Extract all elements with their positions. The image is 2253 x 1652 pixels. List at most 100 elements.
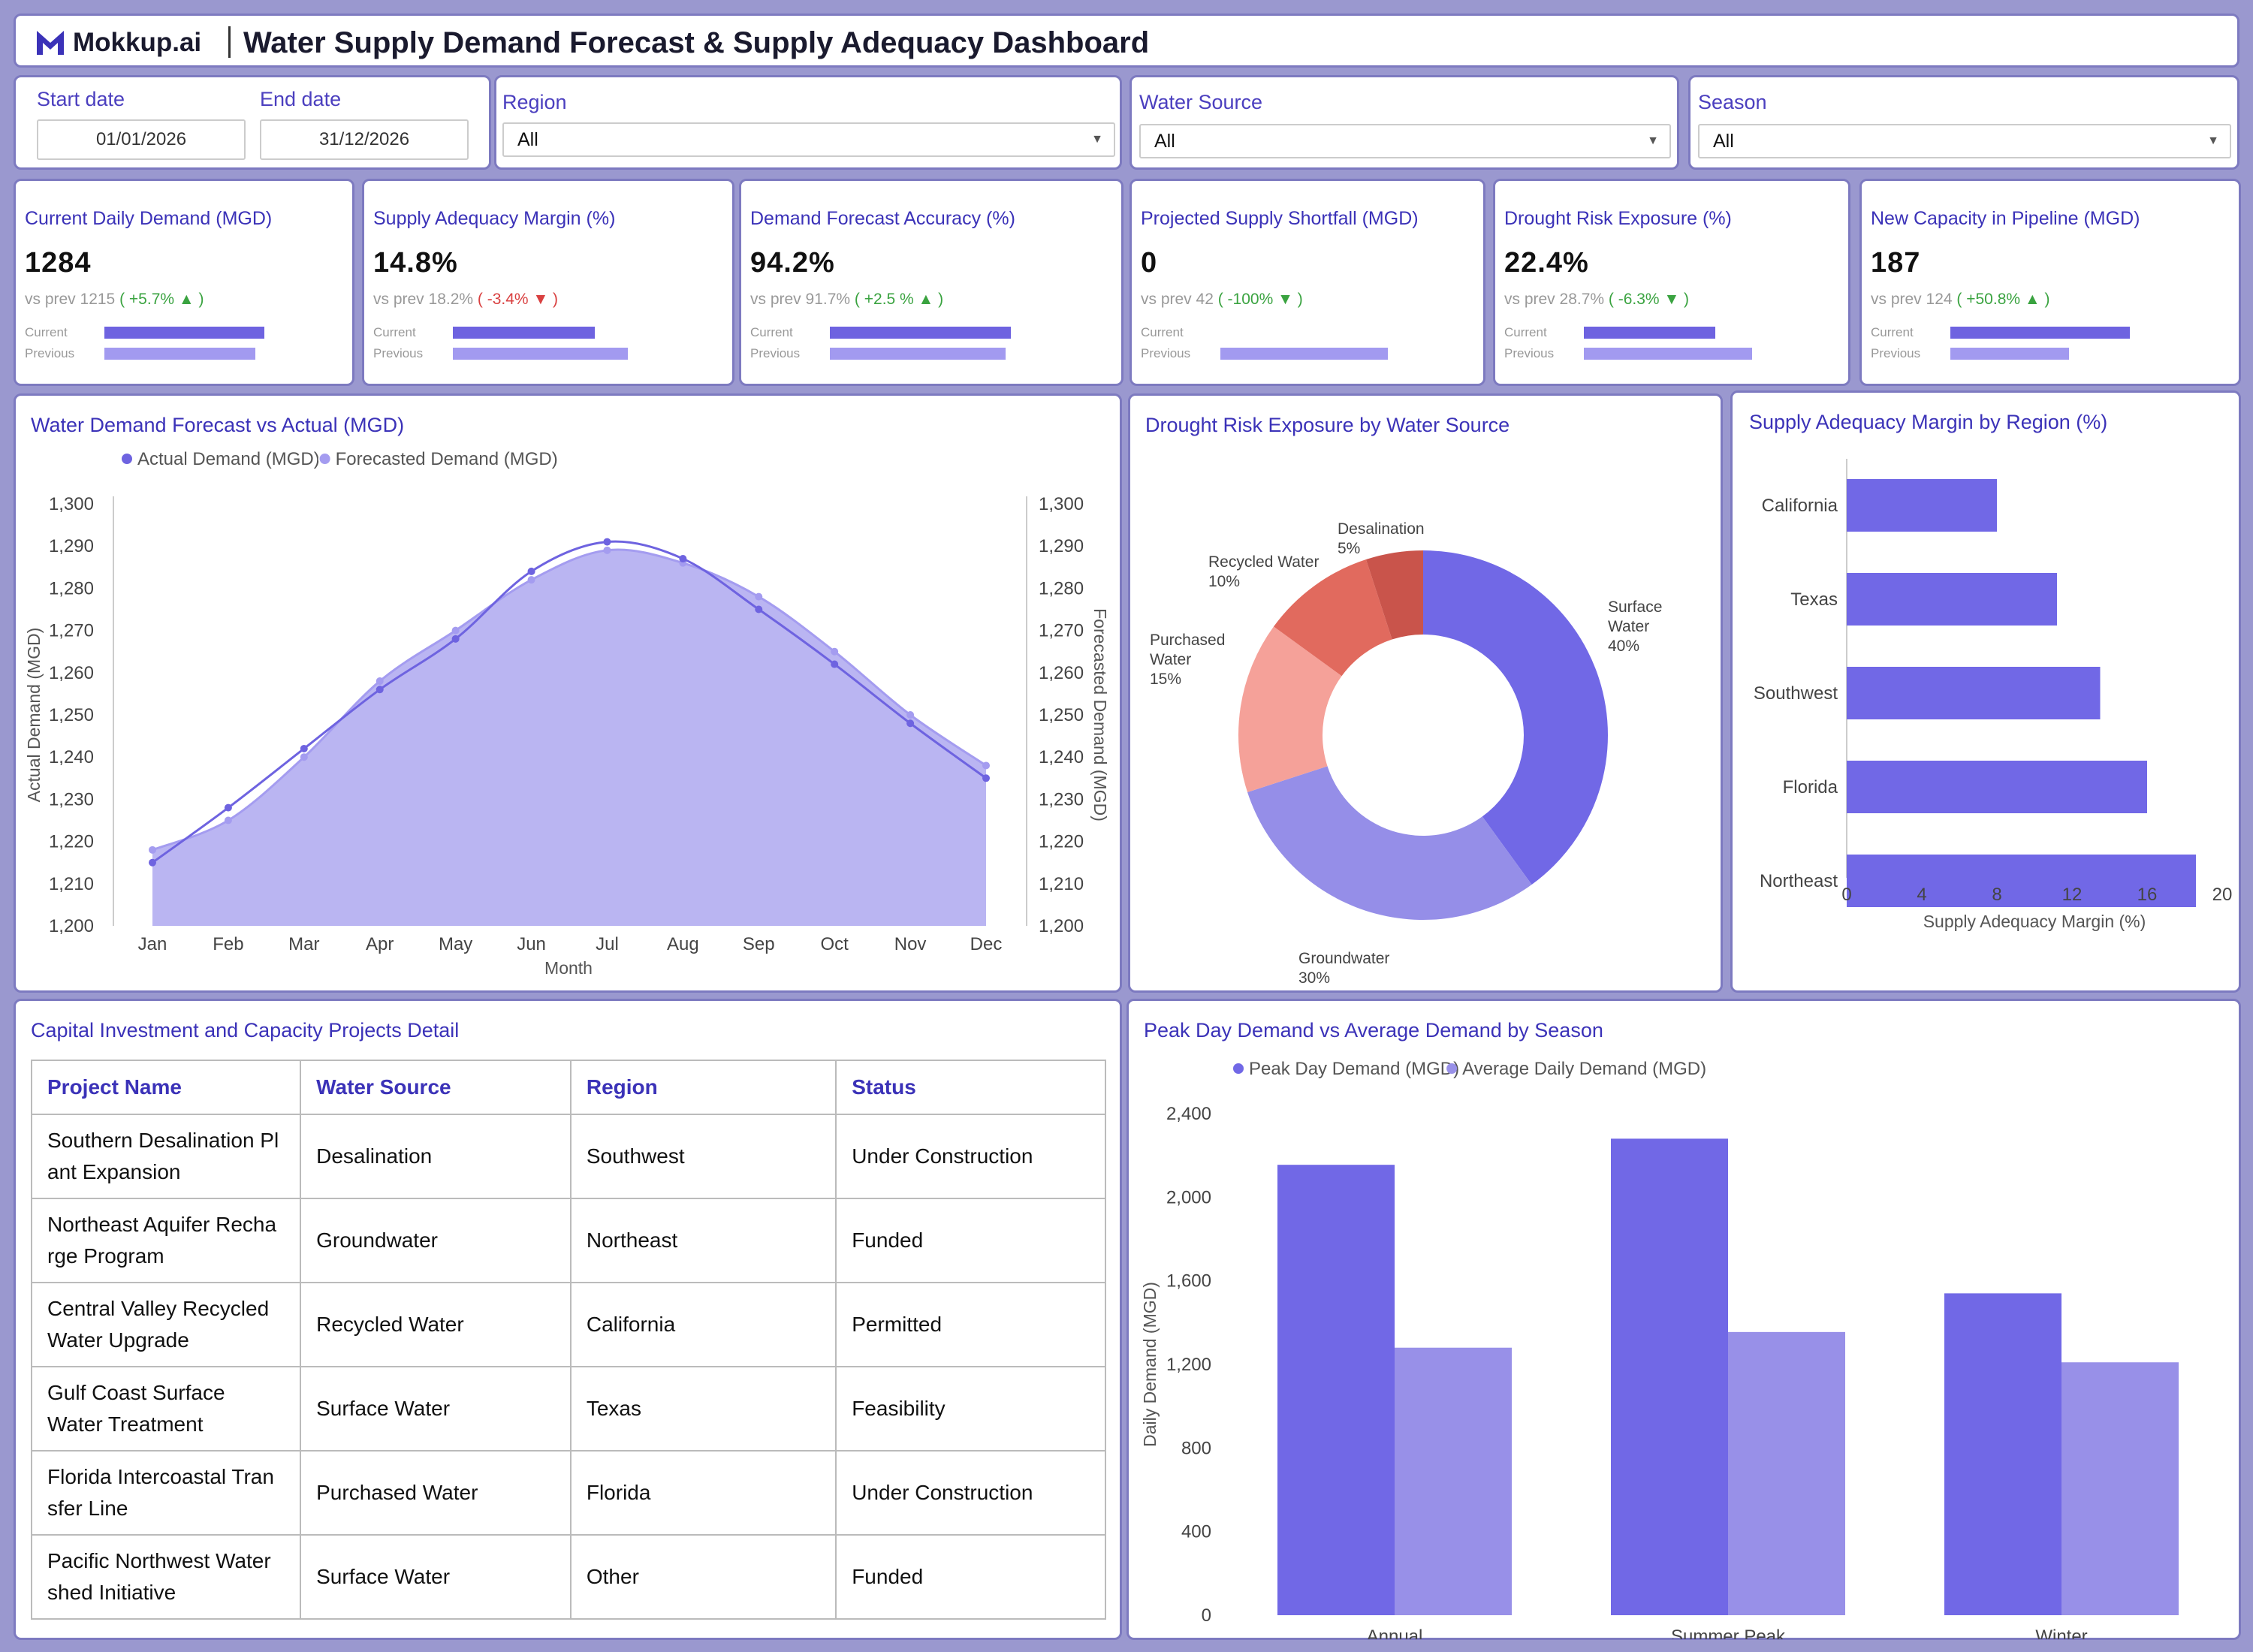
kpi-change: ( +5.7% ▲ ) xyxy=(119,291,204,308)
donut-chart: Surface Water 40% Groundwater 30% Purchased Wa… xyxy=(1150,520,1662,987)
actual-point[interactable] xyxy=(376,686,384,694)
actual-point[interactable] xyxy=(679,555,687,563)
table-row[interactable]: Florida Intercoastal Tran sfer Line Purch… xyxy=(30,1450,1106,1536)
kpi-current-bar xyxy=(453,327,595,339)
actual-point[interactable] xyxy=(527,567,535,575)
end-date-label: End date xyxy=(260,88,342,110)
donut-slice[interactable] xyxy=(1365,550,1423,640)
x-tick-label: Jul xyxy=(596,934,619,954)
forecast-point[interactable] xyxy=(451,626,460,635)
vbar-y-tick-label: 0 xyxy=(1202,1605,1211,1626)
start-date-input[interactable]: 01/01/2026 xyxy=(37,119,246,160)
donut-label-line: 40% xyxy=(1608,638,1639,655)
table-cell: Under Construction xyxy=(835,1114,1106,1199)
forecast-point[interactable] xyxy=(149,846,156,854)
y2-tick-label: 1,250 xyxy=(1039,705,1084,725)
table-cell: Florida xyxy=(569,1450,837,1536)
y2-tick-label: 1,220 xyxy=(1039,832,1084,852)
table-header-cell[interactable]: Water Source xyxy=(300,1060,572,1115)
hbar-bar[interactable] xyxy=(1847,761,2147,813)
x-tick-label: May xyxy=(439,934,472,954)
legend-label: Forecasted Demand (MGD) xyxy=(336,449,558,469)
mokkup-logo-icon xyxy=(37,31,64,55)
table-row[interactable]: Pacific Northwest Water shed Initiative S… xyxy=(30,1534,1106,1620)
kpi-title: Demand Forecast Accuracy (%) xyxy=(750,208,1015,229)
water-source-select-value: All xyxy=(1154,131,1175,152)
table-cell: Gulf Coast Surface Water Treatment xyxy=(30,1366,302,1452)
forecast-point[interactable] xyxy=(527,576,535,584)
actual-point[interactable] xyxy=(603,538,611,546)
actual-point[interactable] xyxy=(300,744,308,752)
table-header-cell[interactable]: Project Name xyxy=(30,1060,302,1115)
hbar-bar[interactable] xyxy=(1847,855,2196,907)
vbar-bar[interactable] xyxy=(1944,1293,2061,1615)
actual-point[interactable] xyxy=(224,803,232,812)
line-legend: Actual Demand (MGD) Forecasted Demand (MG… xyxy=(120,449,558,469)
forecast-point[interactable] xyxy=(224,816,232,824)
table-row[interactable]: Central Valley Recycled Water Upgrade Rec… xyxy=(30,1282,1106,1367)
hbar-x-axis-title: Supply Adequacy Margin (%) xyxy=(1923,912,2146,931)
hbar-bar[interactable] xyxy=(1847,667,2101,719)
table-cell: Purchased Water xyxy=(300,1450,572,1536)
donut-slice[interactable] xyxy=(1247,766,1532,920)
start-date-label: Start date xyxy=(37,88,125,110)
end-date-input[interactable]: 31/12/2026 xyxy=(260,119,469,160)
table-header-cell[interactable]: Status xyxy=(835,1060,1106,1115)
vbar-bar[interactable] xyxy=(1395,1347,1512,1615)
kpi-value: 22.4% xyxy=(1504,247,1589,279)
kpi-value: 14.8% xyxy=(373,247,458,279)
donut-slice[interactable] xyxy=(1238,626,1342,793)
actual-point[interactable] xyxy=(451,635,460,643)
kpi-card: Projected Supply Shortfall (MGD) 0 vs pr… xyxy=(1130,179,1485,386)
table-cell: Southern Desalination Pl ant Expansion xyxy=(30,1114,302,1199)
table-row[interactable]: Southern Desalination Pl ant Expansion De… xyxy=(30,1114,1106,1199)
forecast-point[interactable] xyxy=(982,761,990,770)
table-cell: Pacific Northwest Water shed Initiative xyxy=(30,1534,302,1620)
table-cell: Northeast xyxy=(569,1198,837,1283)
forecast-point[interactable] xyxy=(906,711,915,719)
actual-point[interactable] xyxy=(755,605,763,613)
region-select[interactable]: All ▼ xyxy=(502,122,1115,157)
forecast-point[interactable] xyxy=(755,592,763,601)
x-tick-label: Aug xyxy=(667,934,699,954)
line-chart-card: Water Demand Forecast vs Actual (MGD) Ac… xyxy=(14,393,1122,993)
forecast-point[interactable] xyxy=(300,753,308,761)
water-source-select[interactable]: All ▼ xyxy=(1139,124,1671,158)
donut-label-line: 10% xyxy=(1208,573,1240,590)
forecast-point[interactable] xyxy=(831,647,839,656)
table-cell: Funded xyxy=(835,1198,1106,1283)
hbar-category-label: California xyxy=(1762,496,1838,516)
kpi-value: 0 xyxy=(1141,247,1158,279)
projects-table-card: Capital Investment and Capacity Projects… xyxy=(14,999,1122,1640)
vbar-bar[interactable] xyxy=(1277,1165,1395,1615)
vbar-bar[interactable] xyxy=(1611,1138,1728,1615)
kpi-comparison: vs prev 1215 ( +5.7% ▲ ) xyxy=(25,291,204,309)
actual-point[interactable] xyxy=(982,774,990,782)
hbar-bar[interactable] xyxy=(1847,573,2057,626)
table-cell: Central Valley Recycled Water Upgrade xyxy=(30,1282,302,1367)
hbar-bar[interactable] xyxy=(1847,479,1997,532)
vbar-chart-title: Peak Day Demand vs Average Demand by Sea… xyxy=(1144,1019,1603,1042)
forecast-point[interactable] xyxy=(603,546,611,554)
chevron-down-icon: ▼ xyxy=(1647,134,1659,147)
kpi-change: ( +2.5 % ▲ ) xyxy=(854,291,944,308)
y2-tick-label: 1,200 xyxy=(1039,916,1084,936)
actual-point[interactable] xyxy=(149,858,156,867)
season-select[interactable]: All ▼ xyxy=(1698,124,2231,158)
vbar-bar[interactable] xyxy=(1728,1331,1845,1615)
table-row[interactable]: Gulf Coast Surface Water Treatment Surfac… xyxy=(30,1366,1106,1452)
kpi-previous-bar xyxy=(1950,348,2069,360)
table-row[interactable]: Northeast Aquifer Recha rge Program Groun… xyxy=(30,1198,1106,1283)
hbar-category-label: Southwest xyxy=(1754,683,1838,704)
forecast-point[interactable] xyxy=(376,677,384,686)
donut-slice[interactable] xyxy=(1273,559,1392,677)
kpi-current-bar xyxy=(1584,327,1715,339)
season-select-value: All xyxy=(1713,131,1734,152)
donut-slice[interactable] xyxy=(1423,550,1608,885)
actual-point[interactable] xyxy=(831,660,839,668)
kpi-prev-value: vs prev 124 xyxy=(1871,291,1953,308)
vbar-bar[interactable] xyxy=(2061,1362,2179,1615)
table-header-cell[interactable]: Region xyxy=(569,1060,837,1115)
kpi-value: 94.2% xyxy=(750,247,835,279)
actual-point[interactable] xyxy=(906,719,915,728)
